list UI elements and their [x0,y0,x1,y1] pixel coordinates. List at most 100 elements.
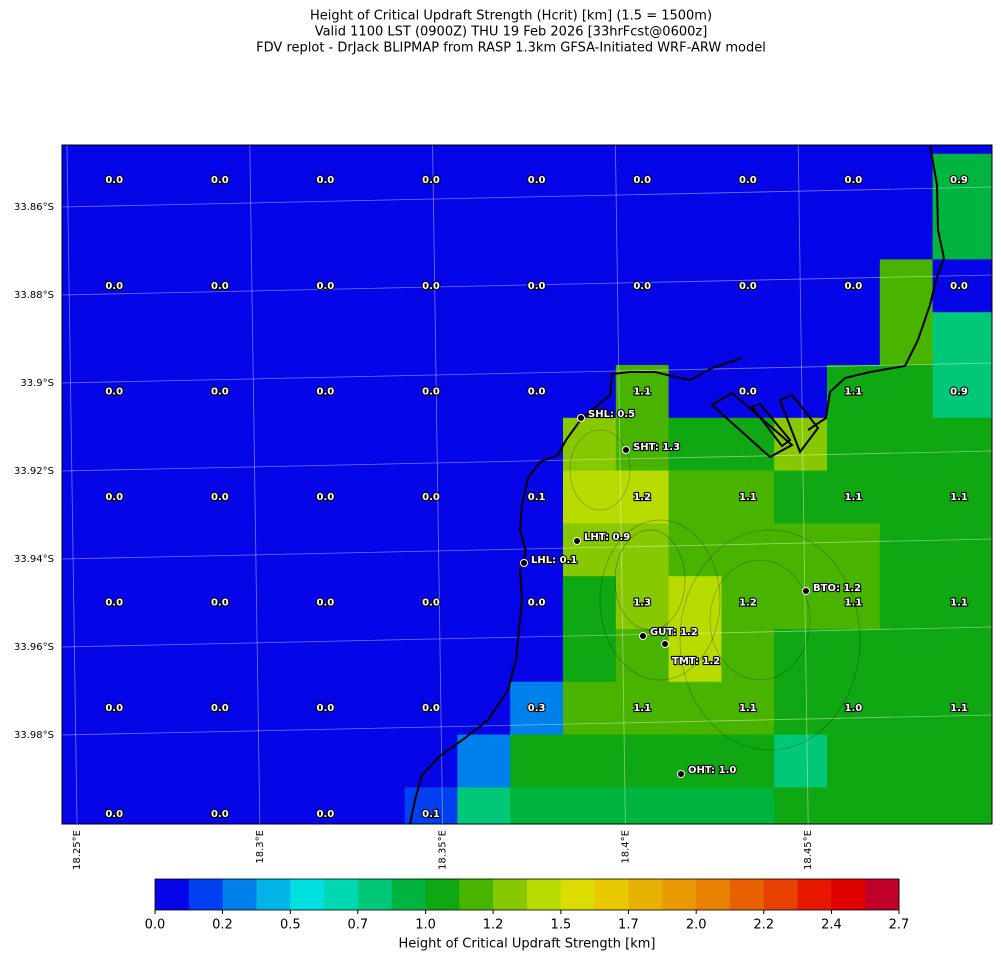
cell [879,470,934,524]
cell [351,787,406,824]
value-labels: 0.0 0.0 0.0 0.0 0.0 0.0 0.0 0.0 0.9 0.0 0.0 0.0 0.0 0… [104,174,969,821]
cell [721,206,775,260]
cell [774,312,828,366]
cell [299,523,353,577]
value-label: 1.1 [845,386,863,397]
station-dot [802,587,810,595]
value-label: 1.1 [950,598,968,609]
cell [615,787,670,824]
cell [193,734,247,788]
cell [932,145,986,155]
cell [563,417,617,472]
colorbar-tick-label: 2.0 [686,918,707,933]
cell [351,259,406,313]
cell [985,734,992,788]
cell [140,312,194,366]
colorbar-tick-label: 2.7 [889,918,910,933]
cell [193,206,247,260]
cell [615,153,670,208]
cell [615,417,670,472]
cell [721,734,775,788]
cell [246,206,300,260]
cell [668,470,722,524]
colorbar-tick-label: 0.7 [347,918,368,933]
cell [87,734,142,788]
lat-tick-label: 33.96°S [14,642,54,653]
cell [827,365,881,419]
value-label: 0.0 [105,598,123,609]
cell [563,470,617,524]
cell [668,153,722,208]
lat-tick-label: 33.9°S [20,378,54,389]
cell [668,206,722,260]
cell [404,259,458,313]
cell [932,259,986,313]
value-label: 0.0 [105,809,123,820]
cell [563,523,617,577]
cell [774,470,828,524]
lat-tick-label: 33.98°S [14,730,54,741]
value-label: 0.0 [528,386,546,397]
cell [985,206,992,260]
cell [87,470,142,524]
lon-grid-line [432,145,443,824]
cell [879,206,934,260]
cell [827,145,881,155]
cell [140,206,194,260]
cell [457,206,511,260]
colorbar-segment [188,879,224,910]
cell [932,681,986,736]
station-label: LHT: 0.9 [584,532,630,543]
cell [246,417,300,472]
cell [457,681,511,736]
value-label: 1.1 [633,703,651,714]
cell [457,576,511,630]
cell [721,629,775,683]
cell [932,629,986,683]
cell [299,259,353,313]
cell [721,145,775,155]
cell [299,787,353,824]
lon-tick-label: 18.35°E [438,830,449,870]
colorbar-segment [155,879,190,910]
cell [932,153,986,208]
value-label: 0.0 [211,809,229,820]
cell [62,681,89,736]
value-label: 0.0 [422,492,440,503]
cell [879,365,934,419]
cell [932,312,986,366]
cell [932,576,986,630]
lat-tick-label: 33.92°S [14,466,54,477]
lon-grid-line [66,145,78,824]
station-dot [639,632,647,640]
cell [879,734,934,788]
lat-grid-line [62,362,992,384]
cell [721,259,775,313]
cell [774,734,828,788]
cell [932,206,986,260]
value-label: 0.0 [633,175,651,186]
cell [193,417,247,472]
value-label: 0.0 [739,386,757,397]
cell [246,787,300,824]
cell [774,787,828,824]
cell [457,145,511,155]
value-label: 0.0 [633,281,651,292]
lat-grid-line [62,538,992,560]
colorbar-segment [662,879,697,910]
cell [615,681,670,736]
value-label: 1.0 [845,703,863,714]
lon-tick-label: 18.3°E [255,830,266,864]
cell [932,523,986,577]
cell [827,312,881,366]
cell [87,206,142,260]
cell [404,312,458,366]
graticule [62,145,992,824]
value-label: 0.0 [211,386,229,397]
cell [457,417,511,472]
value-label: 0.0 [317,281,335,292]
cell [510,153,564,208]
cell [668,259,722,313]
cell [879,145,934,155]
cell [140,523,194,577]
